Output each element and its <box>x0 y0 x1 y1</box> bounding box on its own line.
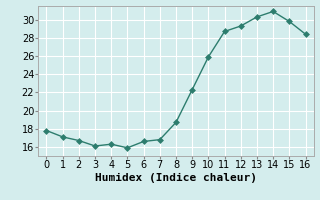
X-axis label: Humidex (Indice chaleur): Humidex (Indice chaleur) <box>95 173 257 183</box>
